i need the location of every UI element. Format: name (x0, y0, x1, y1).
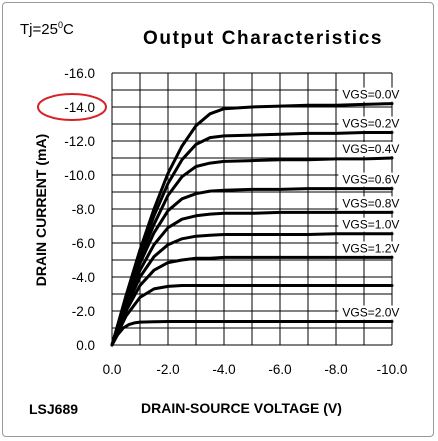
series-label-bg (338, 116, 419, 131)
highlight-ellipse (37, 93, 107, 121)
curve-vgs-0-0v (110, 102, 394, 347)
y-tick-label: -12.0 (64, 134, 95, 149)
chart-title: Output Characteristics (143, 28, 384, 49)
y-tick-label: -16.0 (64, 66, 95, 81)
series-label-bg (338, 196, 419, 211)
x-tick-label: -2.0 (156, 362, 179, 377)
series-label: VGS=0.4V (342, 142, 399, 156)
series-label: VGS=0.8V (342, 196, 399, 210)
y-tick-label: -6.0 (72, 236, 95, 251)
y-tick-label: -14.0 (64, 100, 95, 115)
series-label: VGS=1.2V (342, 241, 399, 255)
curve-unlabeled (110, 284, 394, 347)
chart-frame (2, 2, 434, 437)
x-tick-label: 0.0 (103, 362, 122, 377)
series-label-bg (338, 217, 419, 232)
series-label-bg (338, 87, 419, 102)
series-label: VGS=0.6V (342, 173, 399, 187)
series-label-bg (338, 142, 419, 156)
y-tick-label: -8.0 (72, 202, 95, 217)
series-label: VGS=0.0V (342, 88, 399, 102)
x-tick-label: -8.0 (324, 362, 347, 377)
curve-vgs-2-0v (110, 320, 394, 347)
x-tick-label: -6.0 (268, 362, 291, 377)
curve-vgs-0-8v (110, 210, 394, 347)
series-label-bg (338, 305, 419, 320)
y-tick-label: -4.0 (72, 270, 95, 285)
curve-vgs-0-4v (110, 156, 394, 347)
part-number: LSJ689 (29, 401, 79, 417)
series-label: VGS=0.2V (342, 117, 399, 131)
series-label-bg (338, 172, 419, 187)
x-tick-label: -10.0 (377, 362, 408, 377)
temperature-condition: Tj=250C (20, 20, 74, 38)
x-tick-label: -4.0 (212, 362, 235, 377)
curve-vgs-0-6v (110, 187, 394, 347)
curve-vgs-1-0v (110, 232, 394, 347)
series-label: VGS=2.0V (342, 306, 399, 320)
curve-vgs-0-2v (110, 131, 394, 347)
y-tick-label: 0.0 (76, 338, 95, 353)
x-axis-label: DRAIN-SOURCE VOLTAGE (V) (141, 400, 342, 416)
series-label: VGS=1.0V (342, 218, 399, 232)
y-axis-label: DRAIN CURRENT (mA) (33, 134, 49, 286)
curve-vgs-1-2v (110, 255, 394, 347)
y-tick-label: -10.0 (64, 168, 95, 183)
y-tick-label: -2.0 (72, 304, 95, 319)
series-label-bg (338, 241, 419, 256)
